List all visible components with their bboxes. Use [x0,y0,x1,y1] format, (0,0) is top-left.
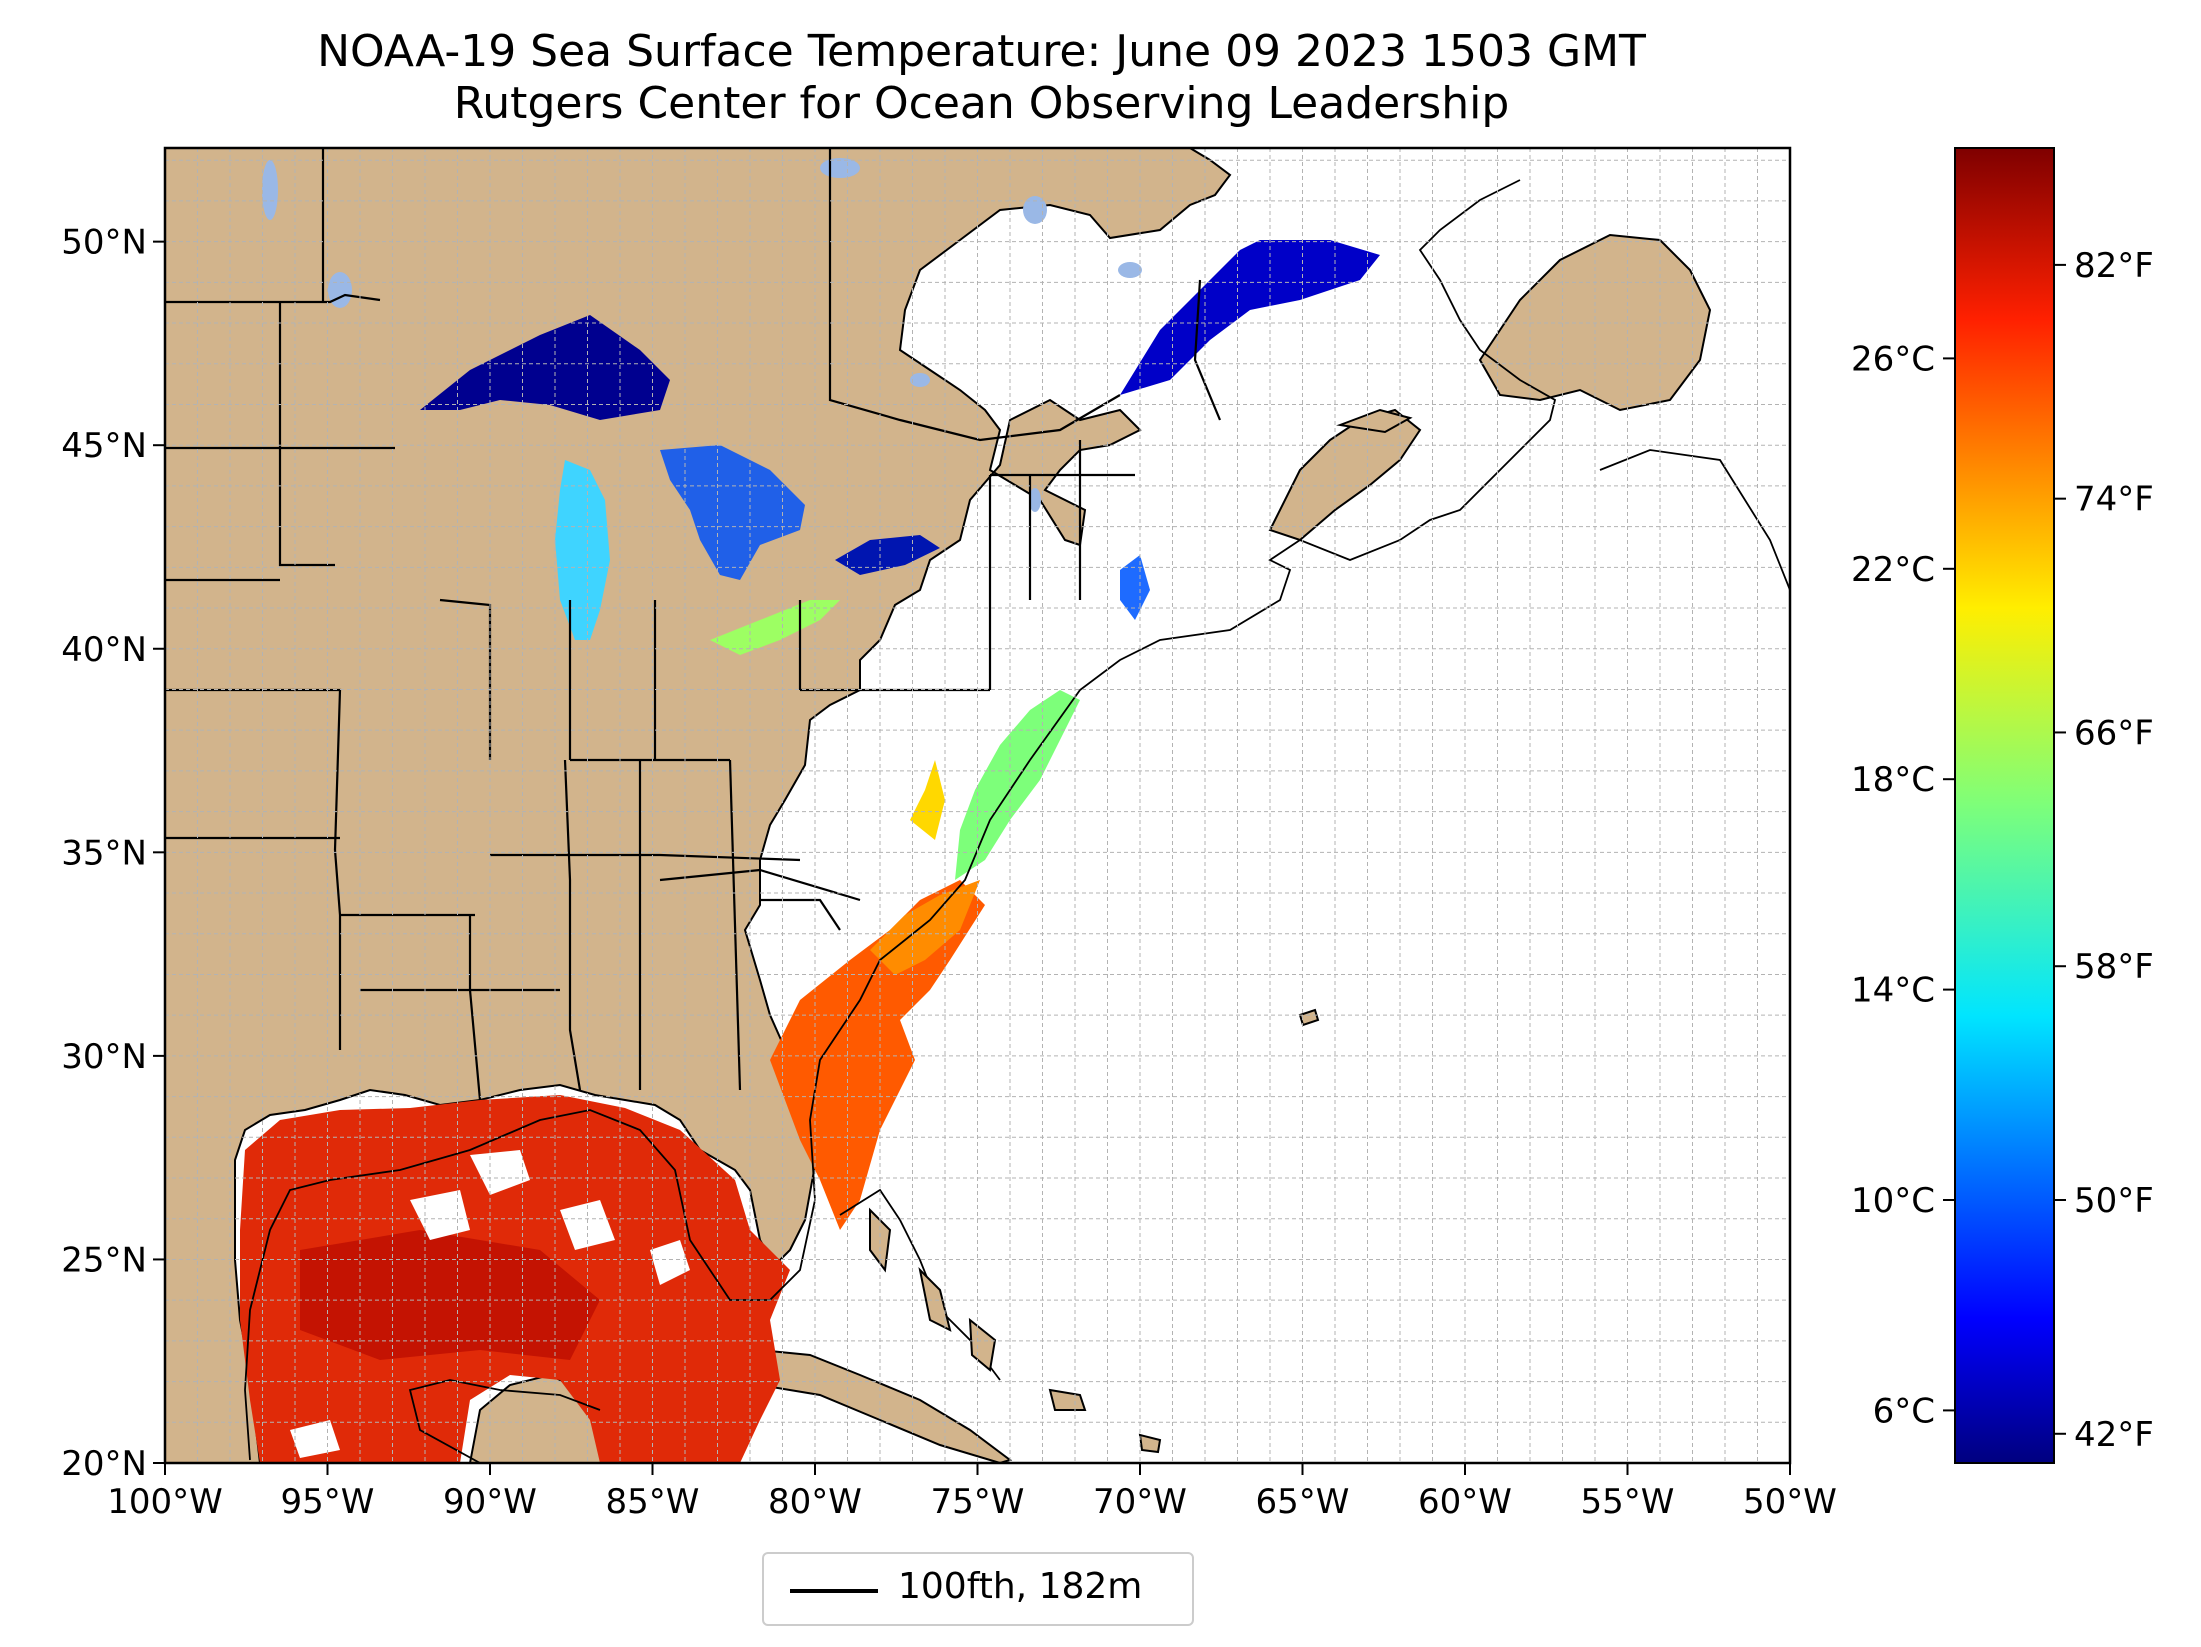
isobath-legend-label: 100fth, 182m [898,1566,1143,1607]
fahrenheit-tick-label: 74°F [2074,480,2154,520]
nova-scotia-land [1268,408,1422,542]
lake-michigan-sst [555,460,610,640]
longitude-tick-label: 100°W [107,1482,223,1522]
title-line-2: Rutgers Center for Ocean Observing Leade… [453,78,1510,129]
southeast-atlantic-sst [770,880,985,1230]
longitude-tick-label: 85°W [606,1482,700,1522]
map-gridlines [164,148,1791,1464]
longitude-tick-label: 60°W [1418,1482,1512,1522]
celsius-tick-label: 26°C [1851,339,1935,379]
latitude-tick-label: 45°N [61,426,147,466]
mid-atlantic-sst [955,690,1080,880]
fahrenheit-tick-label: 66°F [2074,713,2154,753]
colorbar-gradient [1954,147,2055,1464]
lake-ontario-sst [835,535,940,575]
longitude-tick-label: 90°W [443,1482,537,1522]
latitude-tick-label: 30°N [61,1037,147,1077]
longitude-tick-label: 70°W [1093,1482,1187,1522]
latitude-tick-label: 25°N [61,1240,147,1280]
gulf-cloud-gaps [290,1150,690,1458]
latitude-tick-label: 35°N [61,833,147,873]
carolina-sst [870,880,980,975]
longitude-tick-label: 75°W [931,1482,1025,1522]
isobath-legend-line [790,1589,878,1593]
celsius-tick-label: 14°C [1851,971,1935,1011]
colorbar-celsius-ticks: 6°C 10°C 14°C 18°C 22°C 26°C [1851,339,1955,1431]
latitude-ticks: 20°N 25°N 30°N 35°N 40°N 45°N 50°N [61,223,165,1484]
longitude-tick-label: 95°W [281,1482,375,1522]
celsius-tick-label: 6°C [1873,1391,1935,1431]
political-boundaries [165,148,1222,1101]
newfoundland-land [1478,233,1712,412]
no-data-lakes [262,158,1142,512]
title-line-1: NOAA-19 Sea Surface Temperature: June 09… [317,26,1646,77]
fahrenheit-tick-label: 42°F [2074,1415,2154,1455]
longitude-tick-label: 65°W [1256,1482,1350,1522]
colorbar-fahrenheit-ticks: 42°F 50°F 58°F 66°F 74°F 82°F [2054,246,2154,1455]
longitude-tick-label: 50°W [1743,1482,1837,1522]
latitude-tick-label: 40°N [61,630,147,670]
fahrenheit-tick-label: 58°F [2074,947,2154,987]
lake-erie-sst [710,600,840,655]
latitude-tick-label: 20°N [61,1444,147,1484]
celsius-tick-label: 18°C [1851,760,1935,800]
map-legend: 100fth, 182m [762,1552,1194,1626]
pei-land [1336,408,1413,434]
isobath-100fth [244,179,1790,1463]
gulf-sst-darker [300,1230,600,1360]
gulf-of-maine-sst [1120,555,1150,620]
celsius-tick-label: 10°C [1851,1181,1935,1221]
chesapeake-sst [910,760,945,840]
longitude-ticks: 100°W 95°W 90°W 85°W 80°W 75°W 70°W 65°W 60°W 55°… [107,1463,1837,1522]
lake-huron-sst [660,445,805,580]
lake-superior-sst [420,315,670,420]
latitude-tick-label: 50°N [61,223,147,263]
longitude-tick-label: 55°W [1581,1482,1675,1522]
fahrenheit-tick-label: 50°F [2074,1181,2154,1221]
fahrenheit-tick-label: 82°F [2074,246,2154,286]
longitude-tick-label: 80°W [768,1482,862,1522]
figure-title: NOAA-19 Sea Surface Temperature: June 09… [165,26,1798,130]
celsius-tick-label: 22°C [1851,550,1935,590]
st-lawrence-sst [1120,240,1380,395]
